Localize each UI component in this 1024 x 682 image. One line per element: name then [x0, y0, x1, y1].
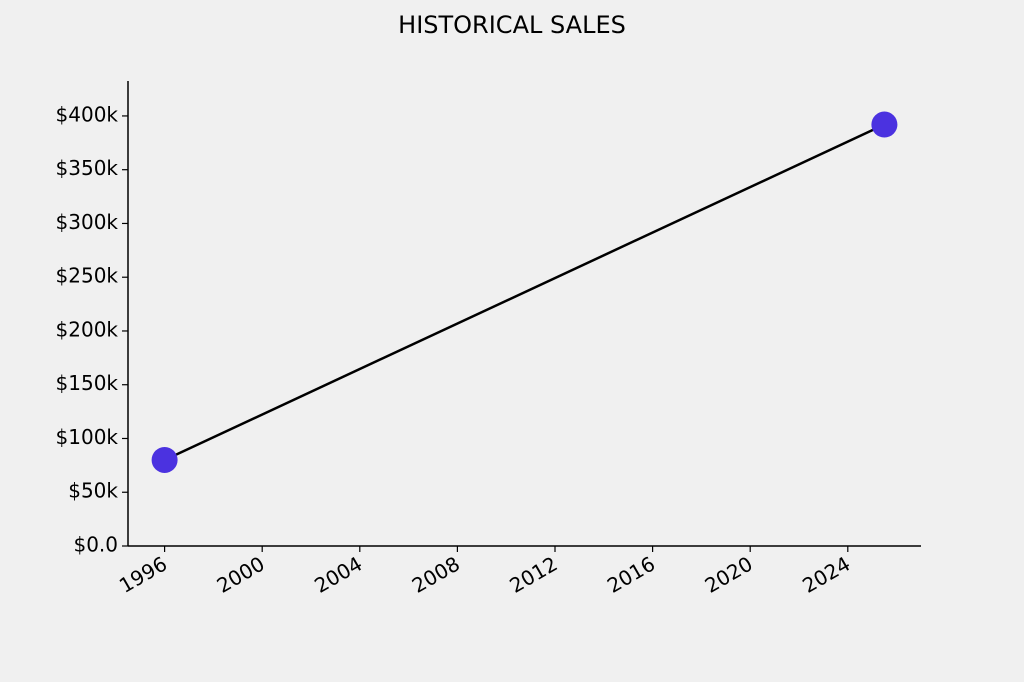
x-tick-label: 2004 — [310, 552, 366, 598]
x-tick-label: 2024 — [798, 552, 854, 598]
y-tick-label: $0.0 — [73, 533, 118, 557]
line — [164, 123, 885, 462]
point — [871, 111, 898, 138]
x-tick-label: 2016 — [603, 552, 659, 598]
point — [151, 446, 178, 473]
y-tick-label: $400k — [56, 102, 119, 126]
y-tick-label: $50k — [68, 479, 118, 503]
chart-title: HISTORICAL SALES — [398, 11, 626, 39]
y-tick-label: $300k — [56, 210, 119, 234]
y-tick-label: $350k — [56, 156, 119, 180]
x-tick-label: 2012 — [505, 552, 561, 598]
y-tick-label: $100k — [56, 425, 119, 449]
x-tick-label: 1996 — [115, 552, 171, 598]
x-tick-label: 2020 — [701, 552, 757, 598]
y-tick-label: $250k — [56, 264, 119, 288]
x-tick-label: 2000 — [213, 552, 269, 598]
y-tick-label: $150k — [56, 371, 119, 395]
x-tick-label: 2008 — [408, 552, 464, 598]
y-tick-label: $200k — [56, 317, 119, 341]
